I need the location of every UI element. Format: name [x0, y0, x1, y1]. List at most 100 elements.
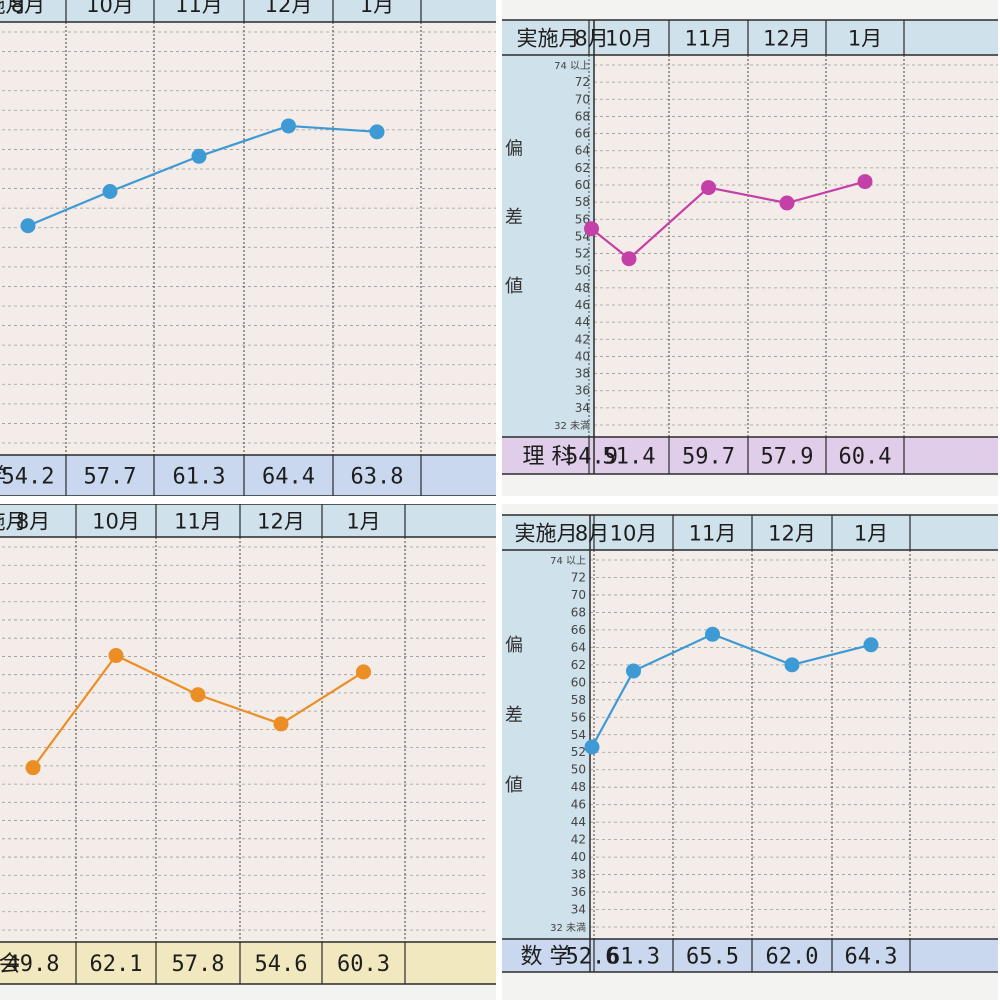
data-point: [621, 251, 637, 267]
data-point: [701, 180, 716, 196]
y-tick-label: 72: [571, 570, 586, 584]
x-tick-label: 1月: [848, 27, 882, 51]
side-label-char: 値: [505, 276, 523, 297]
side-label-char: 差: [505, 207, 523, 228]
page-margin: [502, 504, 998, 515]
value-label: 59.7: [682, 445, 735, 470]
plot-area: [590, 550, 998, 939]
y-tick-label: 52: [575, 247, 590, 261]
x-tick-label: 8月: [575, 522, 609, 546]
value-label: 63.8: [351, 465, 404, 490]
data-point: [102, 184, 118, 200]
y-top-label: 74 以上: [550, 555, 586, 567]
x-tick-label: 1月: [346, 510, 380, 534]
y-bottom-label: 32 未満: [550, 922, 586, 934]
y-tick-label: 36: [571, 885, 586, 899]
x-tick-label: 10月: [86, 0, 134, 17]
value-label: 52.6: [566, 945, 619, 970]
data-point: [108, 648, 124, 664]
x-tick-label: 12月: [768, 522, 816, 546]
x-tick-label: 11月: [175, 0, 223, 17]
page-margin: [0, 984, 496, 1000]
x-tick-label: 11月: [685, 27, 733, 51]
y-tick-label: 62: [571, 658, 586, 672]
value-label: 54.6: [255, 952, 308, 977]
header-label: 実施月: [517, 27, 580, 51]
y-tick-label: 50: [571, 763, 586, 777]
data-point: [863, 637, 879, 653]
plot-area: [0, 537, 496, 942]
x-tick-label: 8月: [16, 510, 50, 534]
data-point: [281, 118, 296, 134]
header-row: [502, 515, 998, 550]
x-tick-label: 1月: [854, 522, 888, 546]
y-tick-label: 46: [575, 298, 590, 312]
data-point: [25, 760, 41, 776]
value-label: 62.1: [90, 952, 143, 977]
side-label-char: 偏: [505, 138, 523, 159]
value-row: [0, 455, 496, 496]
y-tick-label: 50: [575, 264, 590, 278]
value-label: 64.4: [262, 465, 315, 490]
y-tick-label: 38: [575, 367, 590, 381]
data-point: [705, 626, 720, 642]
x-tick-label: 12月: [763, 27, 811, 51]
data-point: [20, 218, 36, 234]
data-point: [273, 716, 289, 732]
y-tick-label: 48: [575, 281, 590, 295]
y-tick-label: 64: [571, 640, 586, 654]
value-label: 57.9: [761, 445, 814, 470]
x-tick-label: 11月: [689, 522, 737, 546]
y-tick-label: 68: [571, 605, 586, 619]
data-point: [356, 664, 371, 680]
value-label: 61.3: [173, 465, 226, 490]
header-label: 実施月: [0, 0, 27, 17]
y-tick-label: 68: [575, 109, 590, 123]
y-tick-label: 66: [571, 623, 586, 637]
y-tick-label: 34: [575, 401, 590, 415]
value-label: 54.2: [2, 465, 55, 490]
y-tick-label: 66: [575, 127, 590, 141]
page-margin: [502, 474, 998, 496]
data-point: [369, 124, 385, 140]
value-label: 54.9: [565, 445, 618, 470]
header-row: [0, 504, 496, 537]
plot-area: [0, 22, 496, 455]
x-tick-label: 1月: [360, 0, 394, 17]
y-tick-label: 44: [575, 315, 590, 329]
value-label: 62.0: [766, 945, 819, 970]
value-row: [502, 437, 998, 474]
y-tick-label: 46: [571, 798, 586, 812]
y-label-column: [502, 55, 594, 437]
y-bottom-label: 32 未満: [554, 420, 590, 432]
y-tick-label: 58: [571, 693, 586, 707]
data-point: [779, 195, 795, 211]
y-tick-label: 42: [571, 833, 586, 847]
y-tick-label: 70: [575, 92, 590, 106]
y-tick-label: 54: [571, 728, 586, 742]
header-row: [0, 0, 496, 22]
data-point: [584, 221, 599, 237]
y-tick-label: 42: [575, 332, 590, 346]
y-tick-label: 34: [571, 903, 586, 917]
x-tick-label: 8月: [11, 0, 45, 17]
value-label: 57.8: [172, 952, 225, 977]
value-row: [0, 942, 496, 984]
y-tick-label: 60: [575, 178, 590, 192]
value-label: 65.5: [686, 945, 739, 970]
data-point: [626, 663, 641, 679]
chart-panel-2: 実施月 8月 10月 11月 12月 1月 74 以上 72 70 68 66 64 62 60 58 56 5…: [502, 0, 998, 496]
data-point: [784, 657, 800, 673]
x-tick-label: 10月: [605, 27, 653, 51]
value-label: 51.4: [603, 445, 656, 470]
y-tick-label: 44: [571, 815, 586, 829]
side-label-char: 値: [505, 775, 523, 796]
side-label-char: 偏: [505, 635, 523, 656]
y-tick-label: 56: [575, 212, 590, 226]
x-tick-label: 10月: [92, 510, 140, 534]
